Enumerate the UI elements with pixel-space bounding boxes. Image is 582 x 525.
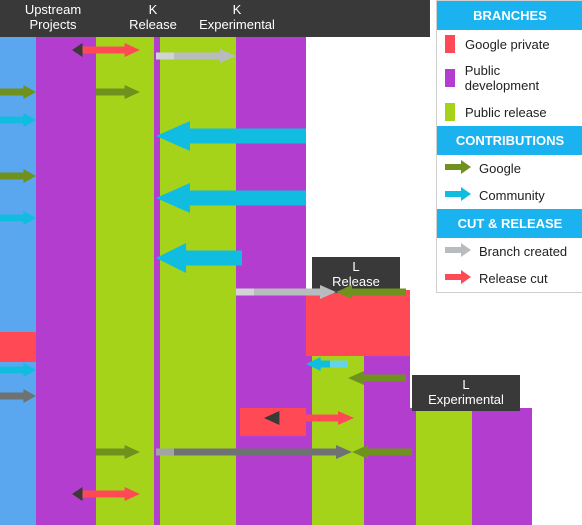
legend-swatch — [445, 69, 455, 87]
legend: BRANCHES Google private Public development… — [436, 0, 582, 293]
legend-label: Google private — [465, 37, 550, 52]
a13 — [336, 285, 406, 299]
legend-title: CUT & RELEASE — [437, 209, 582, 238]
a7 — [156, 121, 306, 151]
legend-swatch — [445, 35, 455, 53]
legend-title: CONTRIBUTIONS — [437, 126, 582, 155]
a17 — [348, 371, 406, 385]
a21 — [156, 445, 352, 459]
a16 — [306, 357, 348, 371]
legend-swatch — [445, 243, 471, 260]
header-label-h3: K Experimental — [192, 3, 282, 33]
a4 — [0, 85, 36, 99]
a3 — [156, 49, 236, 63]
legend-label: Google — [479, 161, 521, 176]
a15 — [0, 389, 36, 403]
a24 — [96, 487, 140, 501]
legend-label: Community — [479, 188, 545, 203]
legend-label: Public development — [465, 63, 575, 93]
a11 — [156, 243, 242, 273]
lane-lexp — [416, 408, 472, 525]
a18 — [264, 411, 308, 425]
lane-pub1 — [36, 37, 96, 525]
legend-item: Google — [437, 155, 582, 182]
legend-label: Branch created — [479, 244, 567, 259]
float-label-hL2: L Experimental — [412, 375, 520, 411]
a14 — [0, 363, 36, 377]
legend-item: Public development — [437, 58, 582, 98]
a12 — [236, 285, 336, 299]
a19 — [306, 411, 354, 425]
legend-swatch — [445, 187, 471, 204]
header-label-h1: Upstream Projects — [8, 3, 98, 33]
a2 — [96, 43, 140, 57]
legend-item: Release cut — [437, 265, 582, 292]
header-label-h2: K Release — [108, 3, 198, 33]
a10 — [0, 211, 36, 225]
legend-item: Google private — [437, 30, 582, 58]
legend-label: Public release — [465, 105, 547, 120]
a6 — [0, 113, 36, 127]
a20 — [96, 445, 140, 459]
legend-swatch — [445, 103, 455, 121]
legend-label: Release cut — [479, 271, 548, 286]
legend-item: Branch created — [437, 238, 582, 265]
lane-priv1 — [0, 332, 36, 362]
a22 — [352, 445, 412, 459]
legend-swatch — [445, 270, 471, 287]
legend-title: BRANCHES — [437, 1, 582, 30]
lane-lrel-priv — [306, 290, 410, 356]
legend-item: Community — [437, 182, 582, 209]
a5 — [96, 85, 140, 99]
a9 — [156, 183, 306, 213]
legend-item: Public release — [437, 98, 582, 126]
lane-upstream — [0, 37, 36, 525]
a8 — [0, 169, 36, 183]
legend-swatch — [445, 160, 471, 177]
